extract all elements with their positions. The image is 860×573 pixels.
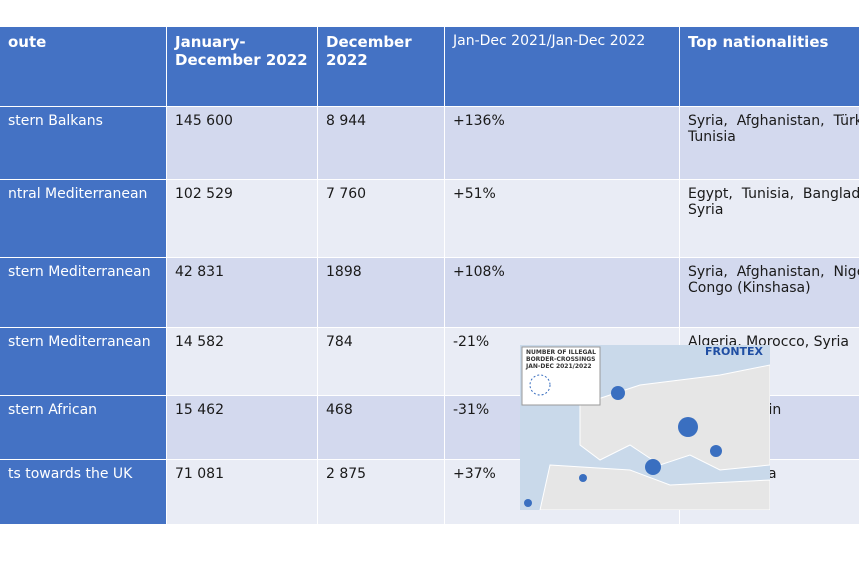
nationality-line: Syria, Afghanistan, Türk [688,113,860,129]
map-drawing [521,346,770,510]
data-cell: 468 [318,396,445,460]
route-cell: ts towards the UK [0,460,167,525]
data-cell: 2 875 [318,460,445,525]
map-title: NUMBER OF ILLEGAL BORDER-CROSSINGS JAN-D… [526,349,596,370]
data-cell: 71 081 [167,460,318,525]
data-cell: Syria, Afghanistan, Nige Congo (Kinshasa) [680,258,860,328]
route-cell: stern African [0,396,167,460]
data-cell: 145 600 [167,107,318,180]
map-image: NUMBER OF ILLEGAL BORDER-CROSSINGS JAN-D… [520,345,770,510]
header-cell: oute [0,27,167,107]
map-brand: FRONTEX [705,345,764,358]
nationality-line: Congo (Kinshasa) [688,280,811,296]
nationality-line: Syria [688,202,724,218]
route-cell: stern Mediterranean [0,328,167,396]
header-cell: January- December 2022 [167,27,318,107]
data-cell: +51% [445,180,680,258]
header-cell: December 2022 [318,27,445,107]
data-cell: 8 944 [318,107,445,180]
data-cell: 7 760 [318,180,445,258]
data-cell: 1898 [318,258,445,328]
data-cell: +108% [445,258,680,328]
route-cell: stern Balkans [0,107,167,180]
data-cell: 42 831 [167,258,318,328]
header-cell: Top nationalities [680,27,860,107]
data-cell: 784 [318,328,445,396]
nationality-line: Syria, Afghanistan, Nige [688,264,860,280]
nationality-line: Egypt, Tunisia, Banglade [688,186,860,202]
data-cell: 102 529 [167,180,318,258]
header-cell: Jan-Dec 2021/Jan-Dec 2022 [445,27,680,107]
data-cell: Syria, Afghanistan, Türk Tunisia [680,107,860,180]
data-cell: +136% [445,107,680,180]
nationality-line: Tunisia [688,129,736,145]
data-cell: 14 582 [167,328,318,396]
data-cell: Egypt, Tunisia, Banglade Syria [680,180,860,258]
data-cell: 15 462 [167,396,318,460]
route-cell: stern Mediterranean [0,258,167,328]
route-cell: ntral Mediterranean [0,180,167,258]
